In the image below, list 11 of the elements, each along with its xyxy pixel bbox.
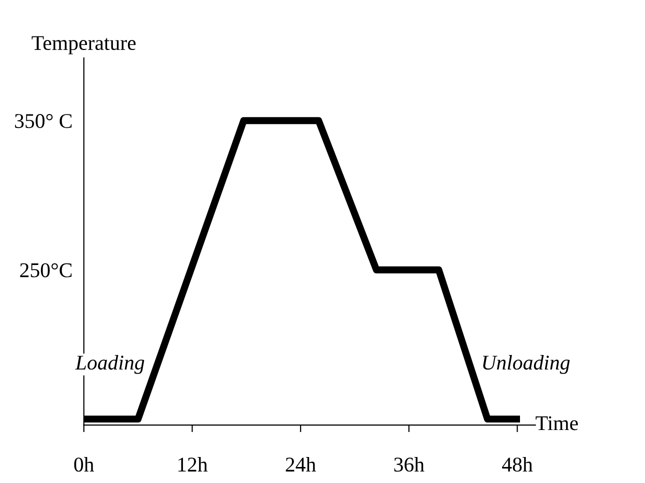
y-tick-label: 350° C: [15, 114, 72, 128]
x-axis-title: Time: [536, 416, 578, 430]
x-tick-label: 12h: [178, 456, 208, 472]
x-tick-label: 24h: [286, 456, 316, 472]
annotation: Loading: [75, 355, 144, 374]
x-tick-label: 48h: [502, 456, 533, 472]
x-tick-label: 36h: [394, 456, 424, 472]
y-tick-label: 250°C: [20, 263, 72, 278]
y-axis-title: Temperature: [32, 36, 136, 54]
annotation: Unloading: [483, 355, 570, 374]
x-tick-label: 0h: [74, 456, 94, 472]
